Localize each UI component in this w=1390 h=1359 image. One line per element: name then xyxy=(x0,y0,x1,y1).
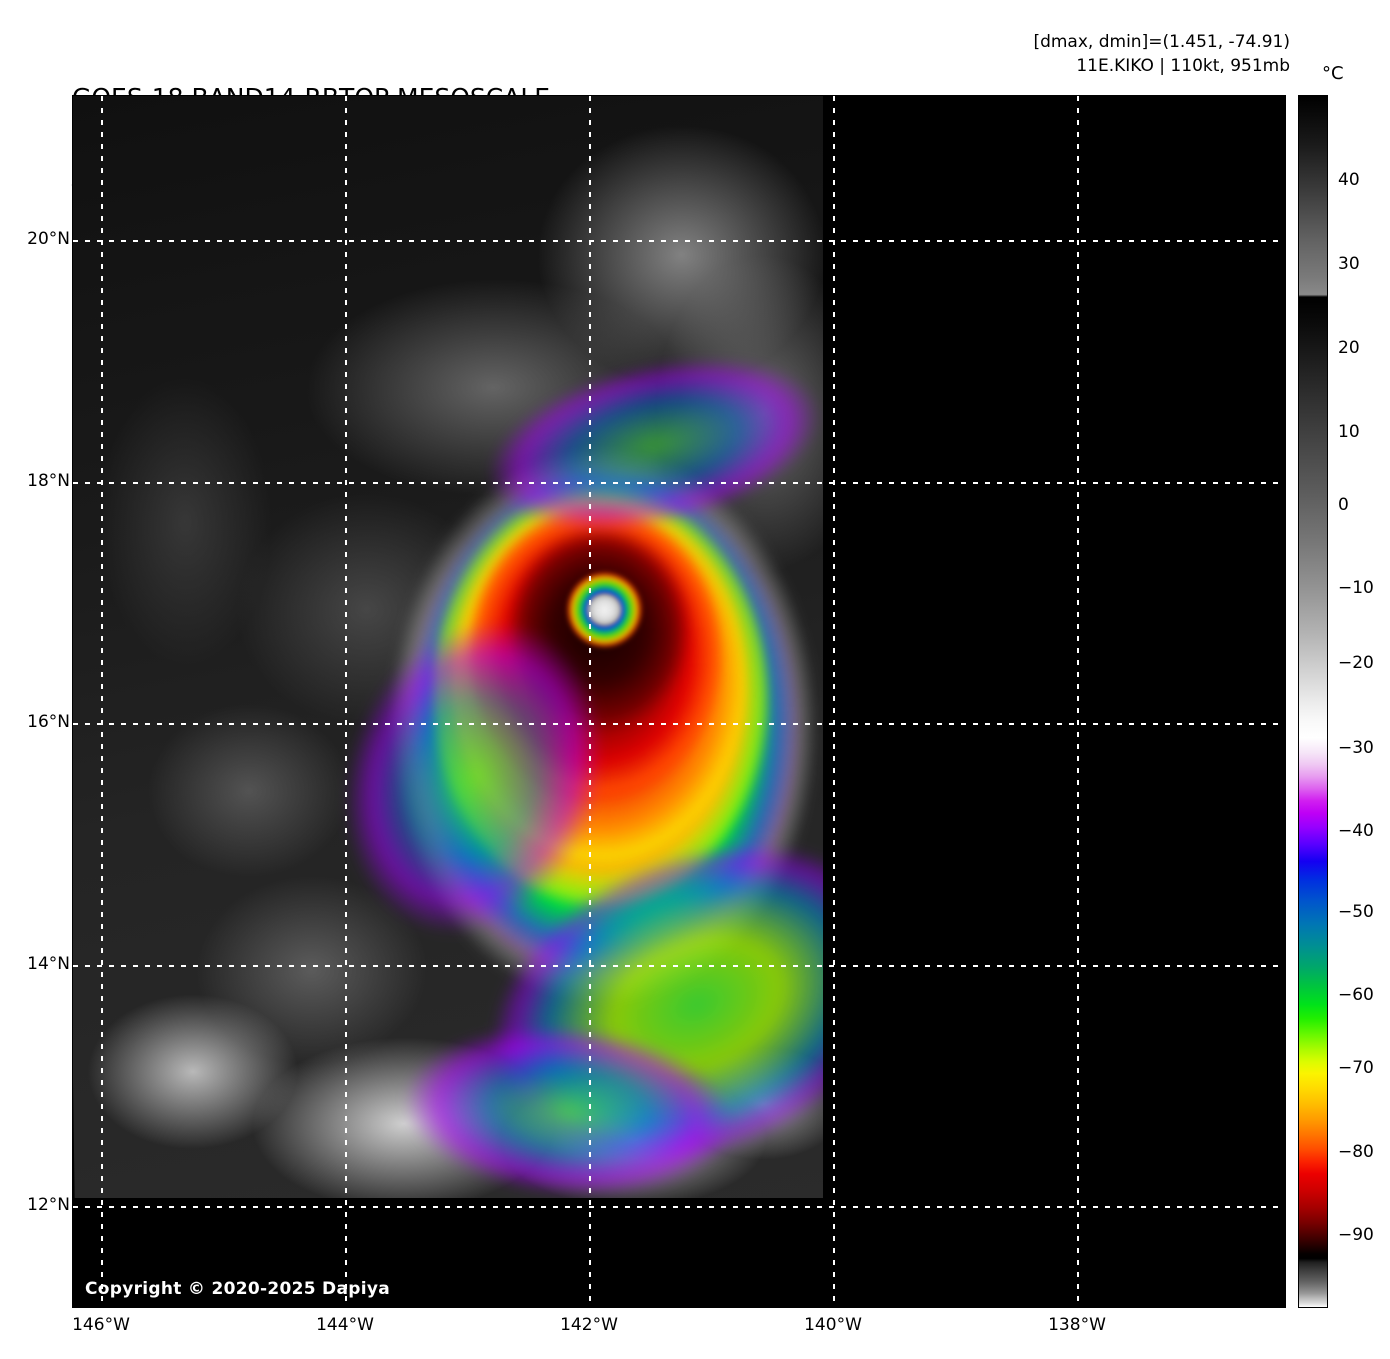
y-tick-label-16N: 16°N xyxy=(27,712,70,732)
temperature-colorbar[interactable] xyxy=(1298,95,1328,1308)
colorbar-tick-30: 30 xyxy=(1338,254,1360,274)
x-tick-label-142W: 142°W xyxy=(560,1315,618,1335)
colorbar-tick-10: 10 xyxy=(1338,422,1360,442)
colorbar-tick-m10: −10 xyxy=(1338,578,1374,598)
colorbar-gradient xyxy=(1299,96,1327,1307)
colorbar-tick-m70: −70 xyxy=(1338,1058,1374,1078)
data-range-label: [dmax, dmin]=(1.451, -74.91) xyxy=(1033,32,1290,52)
colorbar-tick-0: 0 xyxy=(1338,495,1349,515)
x-tick-label-138W: 138°W xyxy=(1048,1315,1106,1335)
gridline-lon-140 xyxy=(833,96,835,1307)
hurricane-kiko xyxy=(303,329,823,1198)
x-tick-label-140W: 140°W xyxy=(804,1315,862,1335)
swath-background-field xyxy=(73,96,823,1198)
gridline-lon-138 xyxy=(1077,96,1079,1307)
colorbar-tick-m20: −20 xyxy=(1338,653,1374,673)
satellite-image-plot[interactable]: Copyright © 2020-2025 Dapiya xyxy=(72,95,1286,1308)
colorbar-tick-m60: −60 xyxy=(1338,985,1374,1005)
x-tick-label-146W: 146°W xyxy=(72,1315,130,1335)
y-tick-label-20N: 20°N xyxy=(27,229,70,249)
colorbar-tick-m50: −50 xyxy=(1338,902,1374,922)
colorbar-tick-40: 40 xyxy=(1338,170,1360,190)
colorbar-tick-m40: −40 xyxy=(1338,821,1374,841)
colorbar-unit-label: °C xyxy=(1322,63,1344,84)
header-metadata-block: [dmax, dmin]=(1.451, -74.91) 11E.KIKO | … xyxy=(1033,30,1290,78)
y-tick-label-12N: 12°N xyxy=(27,1195,70,1215)
storm-info-label: 11E.KIKO | 110kt, 951mb xyxy=(1076,56,1290,77)
colorbar-tick-m80: −80 xyxy=(1338,1142,1374,1162)
y-tick-label-14N: 14°N xyxy=(27,954,70,974)
satellite-data-swath xyxy=(73,96,823,1198)
colorbar-tick-m30: −30 xyxy=(1338,738,1374,758)
y-tick-label-18N: 18°N xyxy=(27,471,70,491)
colorbar-tick-m90: −90 xyxy=(1338,1225,1374,1245)
gridline-lat-12 xyxy=(73,1206,1285,1208)
copyright-label: Copyright © 2020-2025 Dapiya xyxy=(85,1279,390,1299)
x-tick-label-144W: 144°W xyxy=(316,1315,374,1335)
colorbar-tick-20: 20 xyxy=(1338,338,1360,358)
